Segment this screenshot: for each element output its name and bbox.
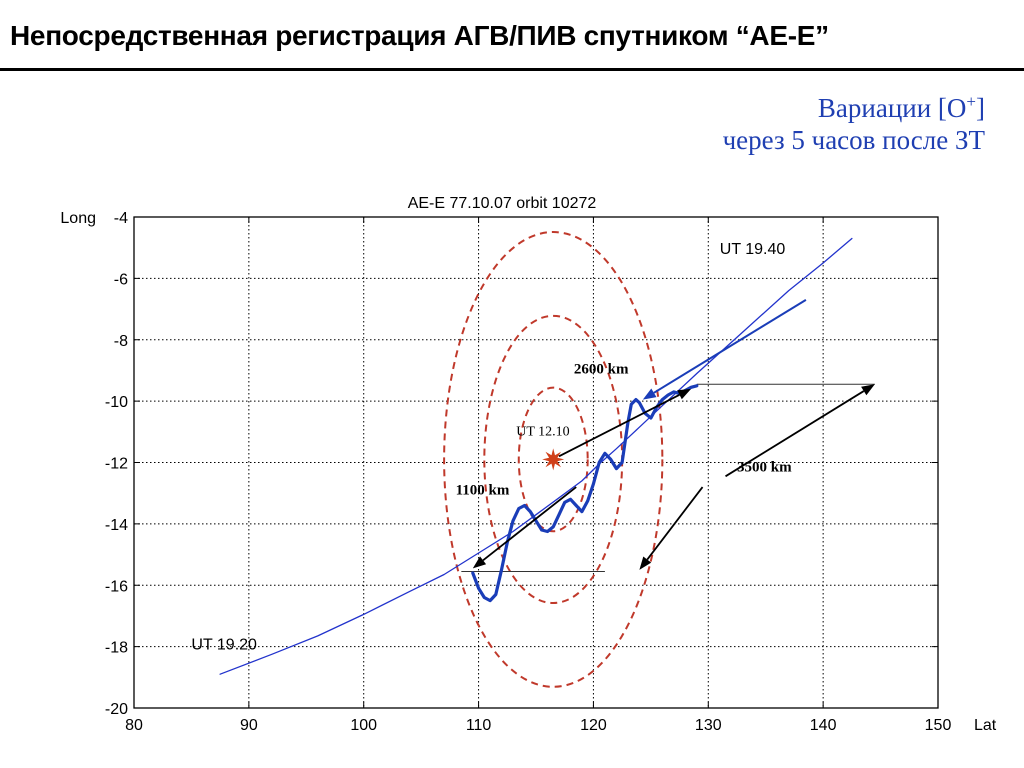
arrow-shaft bbox=[482, 486, 577, 562]
distance-label: 3500 km bbox=[737, 460, 792, 476]
x-tick-label: 140 bbox=[810, 717, 837, 734]
x-tick-label: 100 bbox=[350, 717, 377, 734]
distance-label: 1100 km bbox=[456, 483, 510, 499]
note-pointer-arrow bbox=[642, 299, 807, 400]
arrow-shaft bbox=[653, 299, 807, 394]
x-tick-label: 110 bbox=[466, 717, 492, 734]
distance-arrow bbox=[558, 388, 692, 458]
y-axis-label: Long bbox=[60, 210, 96, 227]
arrow-shaft bbox=[646, 486, 704, 561]
note-superscript: + bbox=[966, 92, 976, 111]
x-tick-label: 130 bbox=[695, 717, 722, 734]
x-tick-label: 80 bbox=[125, 717, 143, 734]
arrow-head bbox=[639, 556, 652, 570]
grid bbox=[134, 217, 938, 708]
x-tick-label: 120 bbox=[580, 717, 607, 734]
arrow-shaft bbox=[558, 393, 680, 458]
arrows bbox=[472, 299, 875, 570]
y-tick-label: -16 bbox=[105, 578, 128, 595]
distance-circle bbox=[517, 386, 589, 533]
distance-circle bbox=[443, 231, 664, 688]
arrow-head bbox=[472, 556, 487, 569]
arrow-head bbox=[642, 388, 657, 400]
chart-title: AE-E 77.10.07 orbit 10272 bbox=[408, 195, 597, 212]
y-tick-label: -14 bbox=[105, 517, 128, 534]
distance-arrow bbox=[639, 486, 704, 570]
note-line-1: Вариации [O+] bbox=[600, 86, 985, 124]
y-tick-label: -8 bbox=[114, 333, 128, 350]
y-tick-label: -20 bbox=[105, 701, 128, 718]
distance-arrow bbox=[472, 486, 577, 569]
ticks: 80 90 100 110 120 130 140 150 -4 -6 -8 -10 -12 -14 -16… bbox=[60, 195, 996, 734]
epicenter-star bbox=[542, 448, 565, 471]
x-tick-label: 90 bbox=[240, 717, 258, 734]
ut-label: UT 19.20 bbox=[191, 637, 257, 654]
reference-lines bbox=[461, 383, 875, 572]
epicenter-label: UT 12.10 bbox=[516, 424, 569, 439]
arrow-head bbox=[861, 384, 875, 396]
distance-label: 2600 km bbox=[574, 362, 629, 378]
x-axis-label: Lat bbox=[974, 717, 997, 734]
variation-note: Вариации [O+] через 5 часов после ЗТ bbox=[600, 86, 985, 156]
slide-title: Непосредственная регистрация АГВ/ПИВ спу… bbox=[10, 20, 829, 51]
distance-arrow bbox=[725, 384, 875, 478]
y-tick-label: -10 bbox=[105, 394, 128, 411]
distance-circles bbox=[443, 231, 664, 688]
arrow-shaft bbox=[725, 390, 865, 478]
y-tick-label: -18 bbox=[105, 640, 128, 657]
note-line-2: через 5 часов после ЗТ bbox=[722, 125, 985, 155]
arrow-head bbox=[677, 388, 692, 400]
y-tick-label: -4 bbox=[114, 210, 128, 227]
note-prefix: Вариации [O bbox=[817, 93, 967, 123]
orbit-track-line bbox=[219, 237, 853, 675]
y-tick-label: -6 bbox=[114, 271, 128, 288]
note-suffix: ] bbox=[976, 93, 985, 123]
x-tick-label: 150 bbox=[925, 717, 952, 734]
title-divider bbox=[0, 68, 1024, 71]
annotations: 2600 km 1100 km 3500 km UT 19.40 UT 19.20 UT … bbox=[191, 241, 792, 654]
y-tick-label: -12 bbox=[105, 456, 128, 473]
ut-label: UT 19.40 bbox=[720, 241, 786, 258]
